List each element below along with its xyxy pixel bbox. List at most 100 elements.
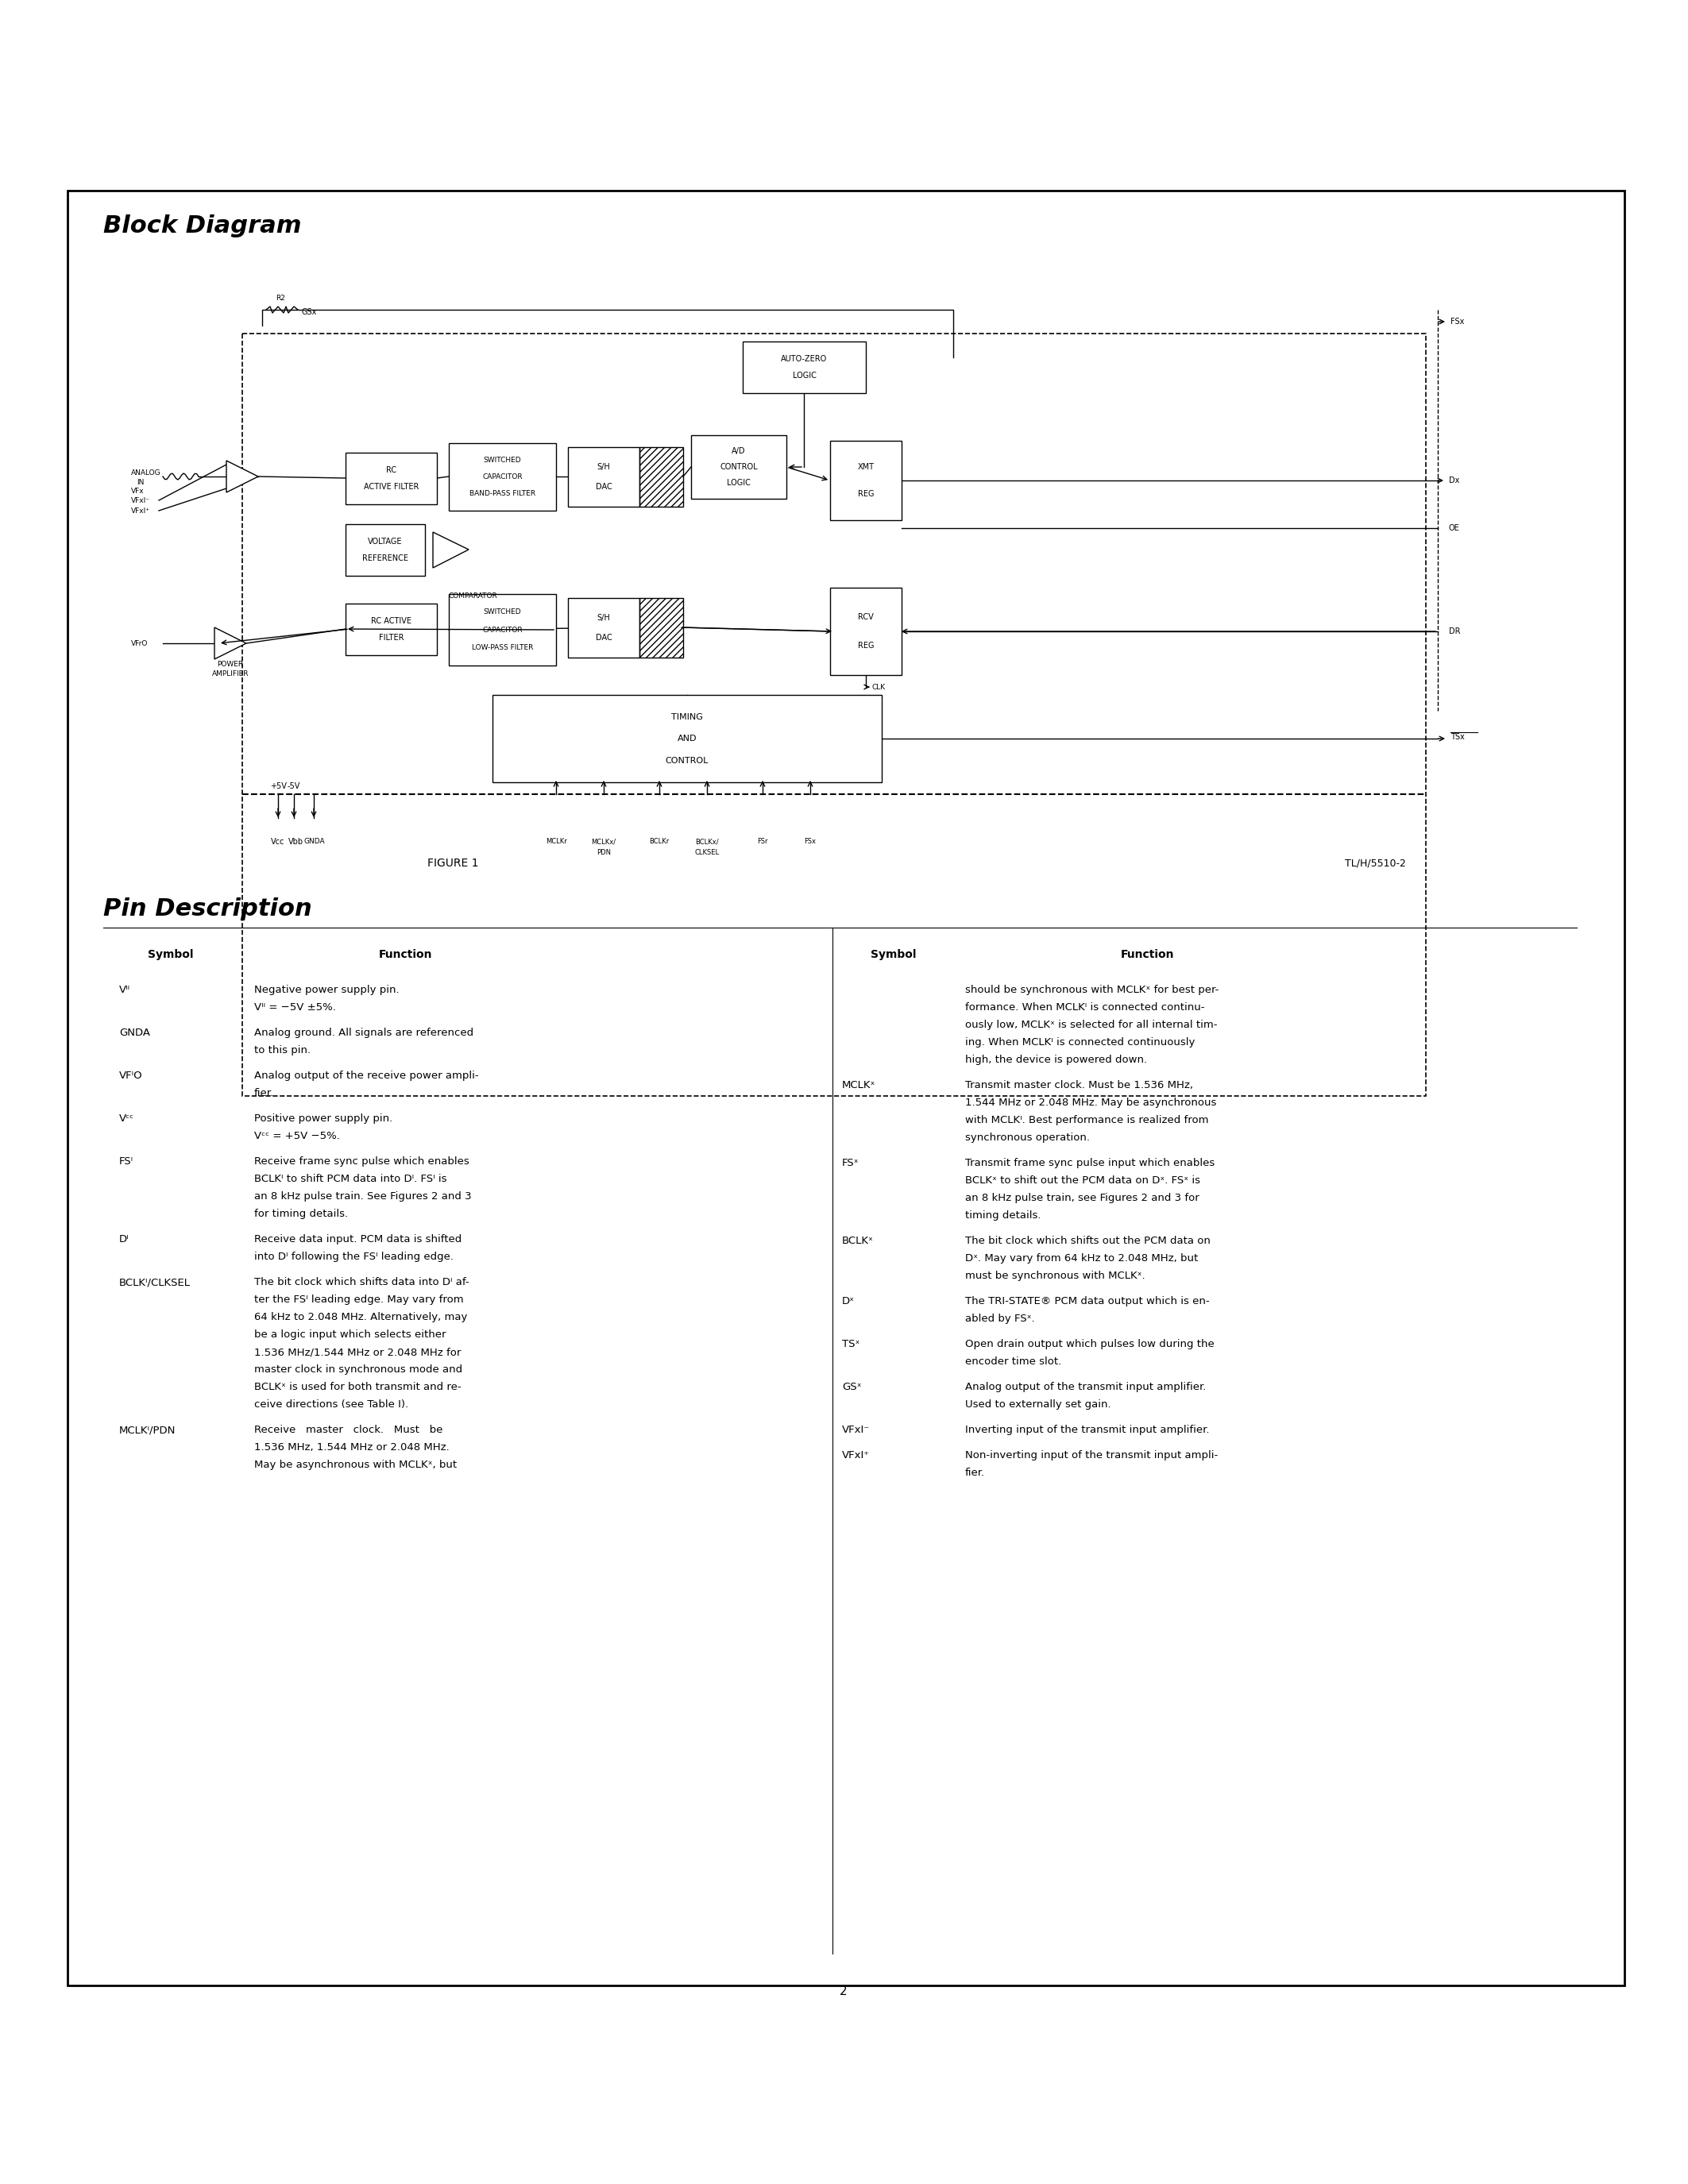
Bar — [830, 441, 901, 520]
Text: Non-inverting input of the transmit input ampli-: Non-inverting input of the transmit inpu… — [966, 1450, 1219, 1461]
Text: ter the FSᴵ leading edge. May vary from: ter the FSᴵ leading edge. May vary from — [255, 1295, 464, 1304]
Text: VFᴵO: VFᴵO — [120, 1070, 143, 1081]
Text: Transmit frame sync pulse input which enables: Transmit frame sync pulse input which en… — [966, 1158, 1215, 1168]
Text: Dᴵ: Dᴵ — [120, 1234, 130, 1245]
Text: Inverting input of the transmit input amplifier.: Inverting input of the transmit input am… — [966, 1424, 1209, 1435]
Text: CONTROL: CONTROL — [665, 756, 709, 764]
Text: Function: Function — [378, 950, 432, 961]
Text: SWITCHED: SWITCHED — [483, 609, 522, 616]
Text: AND: AND — [677, 734, 697, 743]
Text: RC ACTIVE: RC ACTIVE — [371, 616, 412, 625]
Bar — [449, 594, 555, 666]
Text: Pin Description: Pin Description — [103, 898, 312, 919]
Text: Symbol: Symbol — [871, 950, 917, 961]
Text: GNDA: GNDA — [120, 1029, 150, 1037]
Polygon shape — [214, 627, 246, 660]
Text: must be synchronous with MCLKˣ.: must be synchronous with MCLKˣ. — [966, 1271, 1144, 1282]
Bar — [640, 448, 684, 507]
Text: GSˣ: GSˣ — [842, 1382, 861, 1391]
Text: BCLKˣ to shift out the PCM data on Dˣ. FSˣ is: BCLKˣ to shift out the PCM data on Dˣ. F… — [966, 1175, 1200, 1186]
Text: A/D: A/D — [733, 448, 746, 454]
Bar — [243, 334, 1426, 1096]
Bar — [346, 524, 425, 577]
Text: BCLKᴵ to shift PCM data into Dᴵ. FSᴵ is: BCLKᴵ to shift PCM data into Dᴵ. FSᴵ is — [255, 1173, 447, 1184]
Bar — [640, 598, 684, 657]
Text: master clock in synchronous mode and: master clock in synchronous mode and — [255, 1365, 463, 1374]
Text: Vᶜᶜ: Vᶜᶜ — [120, 1114, 135, 1125]
Text: RCV: RCV — [858, 614, 874, 620]
Text: Vᴵᴵ: Vᴵᴵ — [120, 985, 130, 996]
Text: CLKSEL: CLKSEL — [695, 850, 719, 856]
Text: Function: Function — [1121, 950, 1175, 961]
Text: for timing details.: for timing details. — [255, 1208, 348, 1219]
Text: TSˣ: TSˣ — [842, 1339, 859, 1350]
Text: REG: REG — [858, 642, 874, 651]
Polygon shape — [432, 533, 469, 568]
Text: FSˣ: FSˣ — [842, 1158, 859, 1168]
Text: Dx: Dx — [1448, 476, 1460, 485]
Text: timing details.: timing details. — [966, 1210, 1041, 1221]
Text: MCLKx/: MCLKx/ — [591, 839, 616, 845]
Text: with MCLKᴵ. Best performance is realized from: with MCLKᴵ. Best performance is realized… — [966, 1116, 1209, 1125]
Text: MCLKr: MCLKr — [545, 839, 567, 845]
Text: 1.544 MHz or 2.048 MHz. May be asynchronous: 1.544 MHz or 2.048 MHz. May be asynchron… — [966, 1099, 1217, 1107]
Bar — [346, 603, 437, 655]
Bar — [68, 190, 1624, 1985]
Text: LOGIC: LOGIC — [728, 478, 751, 487]
Text: Analog output of the transmit input amplifier.: Analog output of the transmit input ampl… — [966, 1382, 1207, 1391]
Text: MCLKᴵ/PDN: MCLKᴵ/PDN — [120, 1424, 176, 1435]
Text: 1.536 MHz/1.544 MHz or 2.048 MHz for: 1.536 MHz/1.544 MHz or 2.048 MHz for — [255, 1348, 461, 1356]
Text: CONTROL: CONTROL — [719, 463, 758, 472]
Text: to this pin.: to this pin. — [255, 1046, 311, 1055]
Text: Block Diagram: Block Diagram — [103, 214, 302, 238]
Text: Receive   master   clock.   Must   be: Receive master clock. Must be — [255, 1424, 442, 1435]
Text: XMT: XMT — [858, 463, 874, 472]
Text: TSx: TSx — [1450, 734, 1465, 740]
Text: abled by FSˣ.: abled by FSˣ. — [966, 1313, 1035, 1324]
Text: REFERENCE: REFERENCE — [363, 555, 408, 563]
Text: +5V: +5V — [270, 782, 287, 791]
Text: The bit clock which shifts data into Dᴵ af-: The bit clock which shifts data into Dᴵ … — [255, 1278, 469, 1286]
Text: LOW-PASS FILTER: LOW-PASS FILTER — [471, 644, 533, 651]
Text: VFxI⁻: VFxI⁻ — [132, 496, 150, 505]
Text: ing. When MCLKᴵ is connected continuously: ing. When MCLKᴵ is connected continuousl… — [966, 1037, 1195, 1048]
Text: COMPARATOR: COMPARATOR — [447, 592, 498, 598]
Text: ANALOG: ANALOG — [132, 470, 160, 476]
Text: BCLKx/: BCLKx/ — [695, 839, 719, 845]
Text: ously low, MCLKˣ is selected for all internal tim-: ously low, MCLKˣ is selected for all int… — [966, 1020, 1217, 1031]
Text: Transmit master clock. Must be 1.536 MHz,: Transmit master clock. Must be 1.536 MHz… — [966, 1081, 1193, 1090]
Text: VFx: VFx — [132, 487, 143, 494]
Text: Dˣ: Dˣ — [842, 1295, 854, 1306]
Text: May be asynchronous with MCLKˣ, but: May be asynchronous with MCLKˣ, but — [255, 1459, 457, 1470]
Text: BCLKˣ is used for both transmit and re-: BCLKˣ is used for both transmit and re- — [255, 1382, 461, 1391]
Text: LOGIC: LOGIC — [792, 371, 817, 380]
Bar — [743, 341, 866, 393]
Text: -5V: -5V — [287, 782, 300, 791]
Text: VFxI⁻: VFxI⁻ — [842, 1424, 869, 1435]
Text: VFrO: VFrO — [132, 640, 149, 646]
Text: IN: IN — [137, 478, 143, 485]
Text: CLK: CLK — [873, 684, 886, 690]
Bar — [567, 448, 640, 507]
Text: S/H: S/H — [598, 614, 611, 622]
Text: POWER: POWER — [218, 662, 243, 668]
Text: encoder time slot.: encoder time slot. — [966, 1356, 1062, 1367]
Text: GNDA: GNDA — [304, 839, 326, 845]
Text: CAPACITOR: CAPACITOR — [483, 474, 523, 480]
Text: 64 kHz to 2.048 MHz. Alternatively, may: 64 kHz to 2.048 MHz. Alternatively, may — [255, 1313, 468, 1321]
Text: should be synchronous with MCLKˣ for best per-: should be synchronous with MCLKˣ for bes… — [966, 985, 1219, 996]
Text: DAC: DAC — [596, 633, 613, 642]
Text: OE: OE — [1448, 524, 1460, 533]
Text: Analog ground. All signals are referenced: Analog ground. All signals are reference… — [255, 1029, 474, 1037]
Bar — [830, 587, 901, 675]
Text: Vcc: Vcc — [272, 839, 285, 845]
Text: Vᶜᶜ = +5V −5%.: Vᶜᶜ = +5V −5%. — [255, 1131, 339, 1142]
Text: DR: DR — [1448, 627, 1460, 636]
Text: The bit clock which shifts out the PCM data on: The bit clock which shifts out the PCM d… — [966, 1236, 1210, 1247]
Bar — [690, 435, 787, 498]
Text: Positive power supply pin.: Positive power supply pin. — [255, 1114, 393, 1125]
Text: an 8 kHz pulse train, see Figures 2 and 3 for: an 8 kHz pulse train, see Figures 2 and … — [966, 1192, 1198, 1203]
Text: VFxI⁺: VFxI⁺ — [842, 1450, 869, 1461]
Text: Receive frame sync pulse which enables: Receive frame sync pulse which enables — [255, 1155, 469, 1166]
Text: be a logic input which selects either: be a logic input which selects either — [255, 1330, 446, 1339]
